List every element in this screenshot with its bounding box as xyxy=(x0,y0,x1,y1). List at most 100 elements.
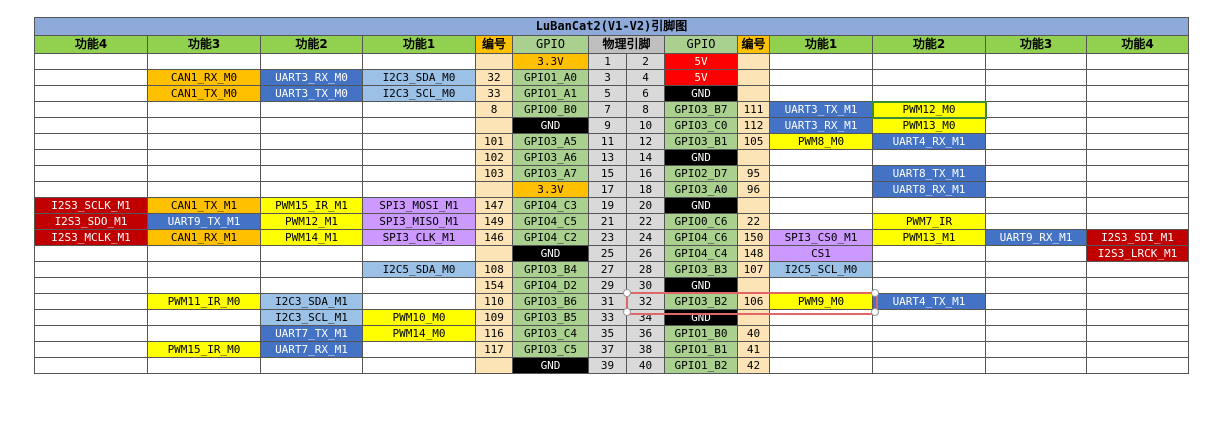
table-cell[interactable]: 101 xyxy=(475,133,513,150)
table-cell[interactable] xyxy=(1086,213,1189,230)
table-cell[interactable]: GPIO4_C4 xyxy=(664,245,738,262)
header-cell[interactable]: 功能1 xyxy=(362,35,476,54)
table-cell[interactable]: GPIO3_B5 xyxy=(512,309,589,326)
table-cell[interactable]: 105 xyxy=(737,133,770,150)
table-cell[interactable] xyxy=(872,309,986,326)
header-cell[interactable]: 功能1 xyxy=(769,35,873,54)
table-cell[interactable]: 8 xyxy=(475,101,513,118)
table-cell[interactable]: 107 xyxy=(737,261,770,278)
table-cell[interactable] xyxy=(147,53,261,70)
table-cell[interactable]: GND xyxy=(512,117,589,134)
table-cell[interactable]: I2C3_SDA_M1 xyxy=(260,293,363,310)
table-cell[interactable]: I2C3_SDA_M0 xyxy=(362,69,476,86)
table-cell[interactable]: 8 xyxy=(626,101,665,118)
table-cell[interactable]: PWM9_M0 xyxy=(769,293,873,310)
table-cell[interactable] xyxy=(1086,357,1189,374)
header-cell[interactable]: 功能3 xyxy=(147,35,261,54)
table-cell[interactable] xyxy=(872,357,986,374)
table-cell[interactable] xyxy=(260,357,363,374)
table-cell[interactable]: 32 xyxy=(626,293,665,310)
table-cell[interactable] xyxy=(362,357,476,374)
table-cell[interactable] xyxy=(985,309,1087,326)
table-cell[interactable]: 33 xyxy=(588,309,627,326)
table-cell[interactable] xyxy=(475,53,513,70)
table-cell[interactable] xyxy=(362,101,476,118)
table-cell[interactable]: CAN1_TX_M0 xyxy=(147,85,261,102)
table-cell[interactable]: 3.3V xyxy=(512,181,589,198)
table-cell[interactable]: PWM14_M0 xyxy=(362,325,476,342)
table-cell[interactable]: 7 xyxy=(588,101,627,118)
table-cell[interactable] xyxy=(260,181,363,198)
table-cell[interactable]: GPIO3_C4 xyxy=(512,325,589,342)
table-cell[interactable] xyxy=(260,261,363,278)
table-cell[interactable]: 37 xyxy=(588,341,627,358)
table-cell[interactable]: PWM7_IR xyxy=(872,213,986,230)
table-cell[interactable]: 116 xyxy=(475,325,513,342)
table-cell[interactable] xyxy=(1086,181,1189,198)
table-cell[interactable] xyxy=(737,309,770,326)
table-cell[interactable]: 27 xyxy=(588,261,627,278)
table-cell[interactable]: 40 xyxy=(626,357,665,374)
table-cell[interactable]: GPIO1_B1 xyxy=(664,341,738,358)
table-cell[interactable]: 26 xyxy=(626,245,665,262)
header-cell[interactable]: 功能4 xyxy=(34,35,148,54)
table-cell[interactable] xyxy=(1086,293,1189,310)
table-cell[interactable]: GPIO3_C0 xyxy=(664,117,738,134)
table-cell[interactable]: PWM15_IR_M1 xyxy=(260,197,363,214)
header-cell[interactable]: 功能2 xyxy=(872,35,986,54)
table-cell[interactable]: GPIO3_B6 xyxy=(512,293,589,310)
table-cell[interactable] xyxy=(985,117,1087,134)
table-cell[interactable] xyxy=(872,341,986,358)
table-cell[interactable] xyxy=(147,261,261,278)
table-cell[interactable] xyxy=(260,117,363,134)
table-cell[interactable] xyxy=(260,53,363,70)
table-cell[interactable]: SPI3_CS0_M1 xyxy=(769,229,873,246)
table-cell[interactable]: I2S3_SDI_M1 xyxy=(1086,229,1189,246)
table-cell[interactable]: UART7_RX_M1 xyxy=(260,341,363,358)
table-cell[interactable] xyxy=(34,181,148,198)
table-cell[interactable]: I2C3_SCL_M0 xyxy=(362,85,476,102)
table-cell[interactable]: 106 xyxy=(737,293,770,310)
table-cell[interactable] xyxy=(737,85,770,102)
table-cell[interactable] xyxy=(769,277,873,294)
table-cell[interactable]: 42 xyxy=(737,357,770,374)
table-cell[interactable]: I2S3_SDO_M1 xyxy=(34,213,148,230)
table-cell[interactable] xyxy=(362,293,476,310)
table-cell[interactable]: I2C5_SDA_M0 xyxy=(362,261,476,278)
header-cell[interactable]: 编号 xyxy=(737,35,770,54)
table-cell[interactable] xyxy=(985,277,1087,294)
table-cell[interactable]: GPIO3_A6 xyxy=(512,149,589,166)
table-cell[interactable] xyxy=(1086,53,1189,70)
table-cell[interactable]: 21 xyxy=(588,213,627,230)
table-cell[interactable]: 22 xyxy=(737,213,770,230)
table-cell[interactable]: GND xyxy=(664,149,738,166)
table-cell[interactable]: 103 xyxy=(475,165,513,182)
table-cell[interactable]: CS1 xyxy=(769,245,873,262)
table-cell[interactable] xyxy=(1086,133,1189,150)
table-cell[interactable] xyxy=(1086,165,1189,182)
table-cell[interactable]: 18 xyxy=(626,181,665,198)
table-cell[interactable]: I2S3_LRCK_M1 xyxy=(1086,245,1189,262)
table-cell[interactable]: 29 xyxy=(588,277,627,294)
table-cell[interactable]: 154 xyxy=(475,277,513,294)
table-cell[interactable] xyxy=(34,309,148,326)
header-cell[interactable]: 物理引脚 xyxy=(588,35,665,54)
header-cell[interactable]: 编号 xyxy=(475,35,513,54)
table-cell[interactable] xyxy=(34,165,148,182)
table-cell[interactable] xyxy=(872,85,986,102)
table-cell[interactable] xyxy=(872,261,986,278)
table-cell[interactable] xyxy=(147,149,261,166)
table-cell[interactable]: I2S3_SCLK_M1 xyxy=(34,197,148,214)
table-cell[interactable] xyxy=(362,165,476,182)
table-cell[interactable] xyxy=(34,53,148,70)
table-cell[interactable] xyxy=(737,197,770,214)
table-cell[interactable]: UART9_RX_M1 xyxy=(985,229,1087,246)
table-cell[interactable]: CAN1_TX_M1 xyxy=(147,197,261,214)
table-cell[interactable]: 147 xyxy=(475,197,513,214)
table-cell[interactable]: GPIO4_C2 xyxy=(512,229,589,246)
table-cell[interactable]: GPIO3_B3 xyxy=(664,261,738,278)
table-cell[interactable] xyxy=(475,357,513,374)
table-cell[interactable]: 10 xyxy=(626,117,665,134)
table-cell[interactable]: GPIO1_A1 xyxy=(512,85,589,102)
table-cell[interactable]: 149 xyxy=(475,213,513,230)
